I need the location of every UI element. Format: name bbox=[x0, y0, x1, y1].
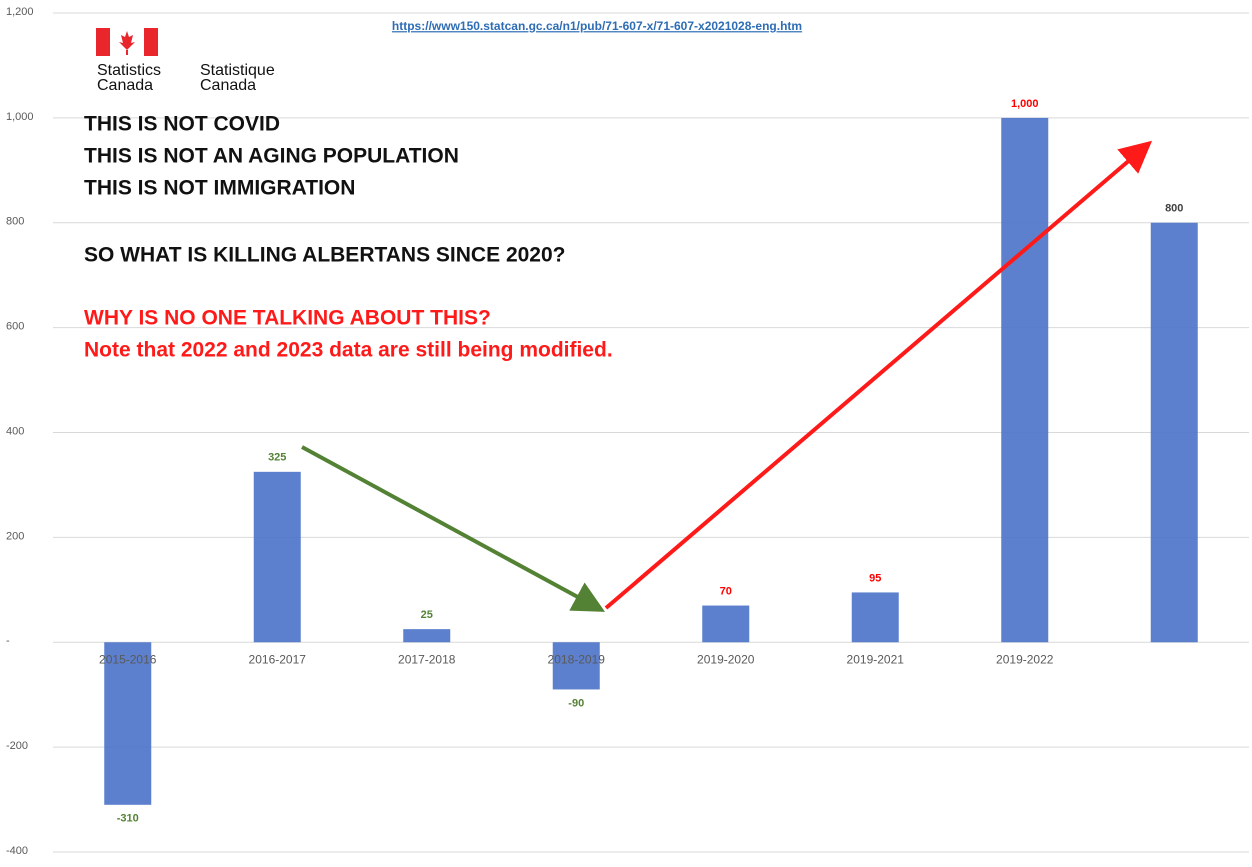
value-label: -90 bbox=[568, 697, 584, 709]
logo-text: Statistique bbox=[200, 62, 275, 79]
trend-arrow bbox=[301, 445, 606, 612]
bars bbox=[104, 117, 1198, 805]
x-tick-label: 2019-2021 bbox=[847, 652, 905, 666]
note: SO WHAT IS KILLING ALBERTANS SINCE 2020? bbox=[84, 244, 565, 267]
logo-text: Canada bbox=[200, 77, 256, 94]
y-tick-label: - bbox=[6, 635, 10, 647]
note: THIS IS NOT AN AGING POPULATION bbox=[84, 145, 459, 168]
y-tick-label: 200 bbox=[6, 530, 24, 542]
y-tick-label: 800 bbox=[6, 216, 24, 228]
y-tick-label: 600 bbox=[6, 321, 24, 333]
x-tick-label: 2016-2017 bbox=[249, 652, 307, 666]
value-label: 325 bbox=[268, 452, 286, 464]
trend-arrow bbox=[604, 140, 1153, 610]
y-tick-label: -400 bbox=[6, 845, 28, 857]
bar bbox=[104, 642, 152, 805]
value-label: 70 bbox=[720, 585, 732, 597]
note: THIS IS NOT IMMIGRATION bbox=[84, 177, 355, 200]
bar bbox=[253, 471, 301, 643]
value-label: 25 bbox=[421, 609, 433, 621]
value-label: 95 bbox=[869, 572, 881, 584]
logo-text: Statistics bbox=[97, 62, 161, 79]
y-tick-label: 1,000 bbox=[6, 111, 34, 123]
bar bbox=[1001, 117, 1049, 643]
warning: WHY IS NO ONE TALKING ABOUT THIS? bbox=[84, 307, 491, 330]
value-label: -310 bbox=[117, 813, 139, 825]
maple-leaf bbox=[119, 31, 135, 55]
x-tick-label: 2019-2020 bbox=[697, 652, 755, 666]
flag-band bbox=[96, 28, 110, 56]
warning: Note that 2022 and 2023 data are still b… bbox=[84, 339, 613, 362]
bar bbox=[1150, 222, 1198, 643]
bar bbox=[851, 592, 899, 643]
bar bbox=[552, 642, 600, 690]
value-label: 1,000 bbox=[1011, 98, 1039, 110]
logo-text: Canada bbox=[97, 77, 153, 94]
x-tick-label: 2015-2016 bbox=[99, 652, 157, 666]
y-tick-label: 400 bbox=[6, 425, 24, 437]
x-tick-label: 2018-2019 bbox=[548, 652, 606, 666]
flag-band bbox=[144, 28, 158, 56]
y-tick-label: -200 bbox=[6, 740, 28, 752]
note: THIS IS NOT COVID bbox=[84, 113, 280, 136]
bar bbox=[702, 605, 750, 643]
x-tick-label: 2019-2022 bbox=[996, 652, 1054, 666]
source-url[interactable]: https://www150.statcan.gc.ca/n1/pub/71-6… bbox=[392, 19, 802, 33]
value-label: 800 bbox=[1165, 203, 1183, 215]
y-tick-label: 1,200 bbox=[6, 6, 34, 18]
x-tick-label: 2017-2018 bbox=[398, 652, 456, 666]
bar bbox=[403, 629, 451, 643]
